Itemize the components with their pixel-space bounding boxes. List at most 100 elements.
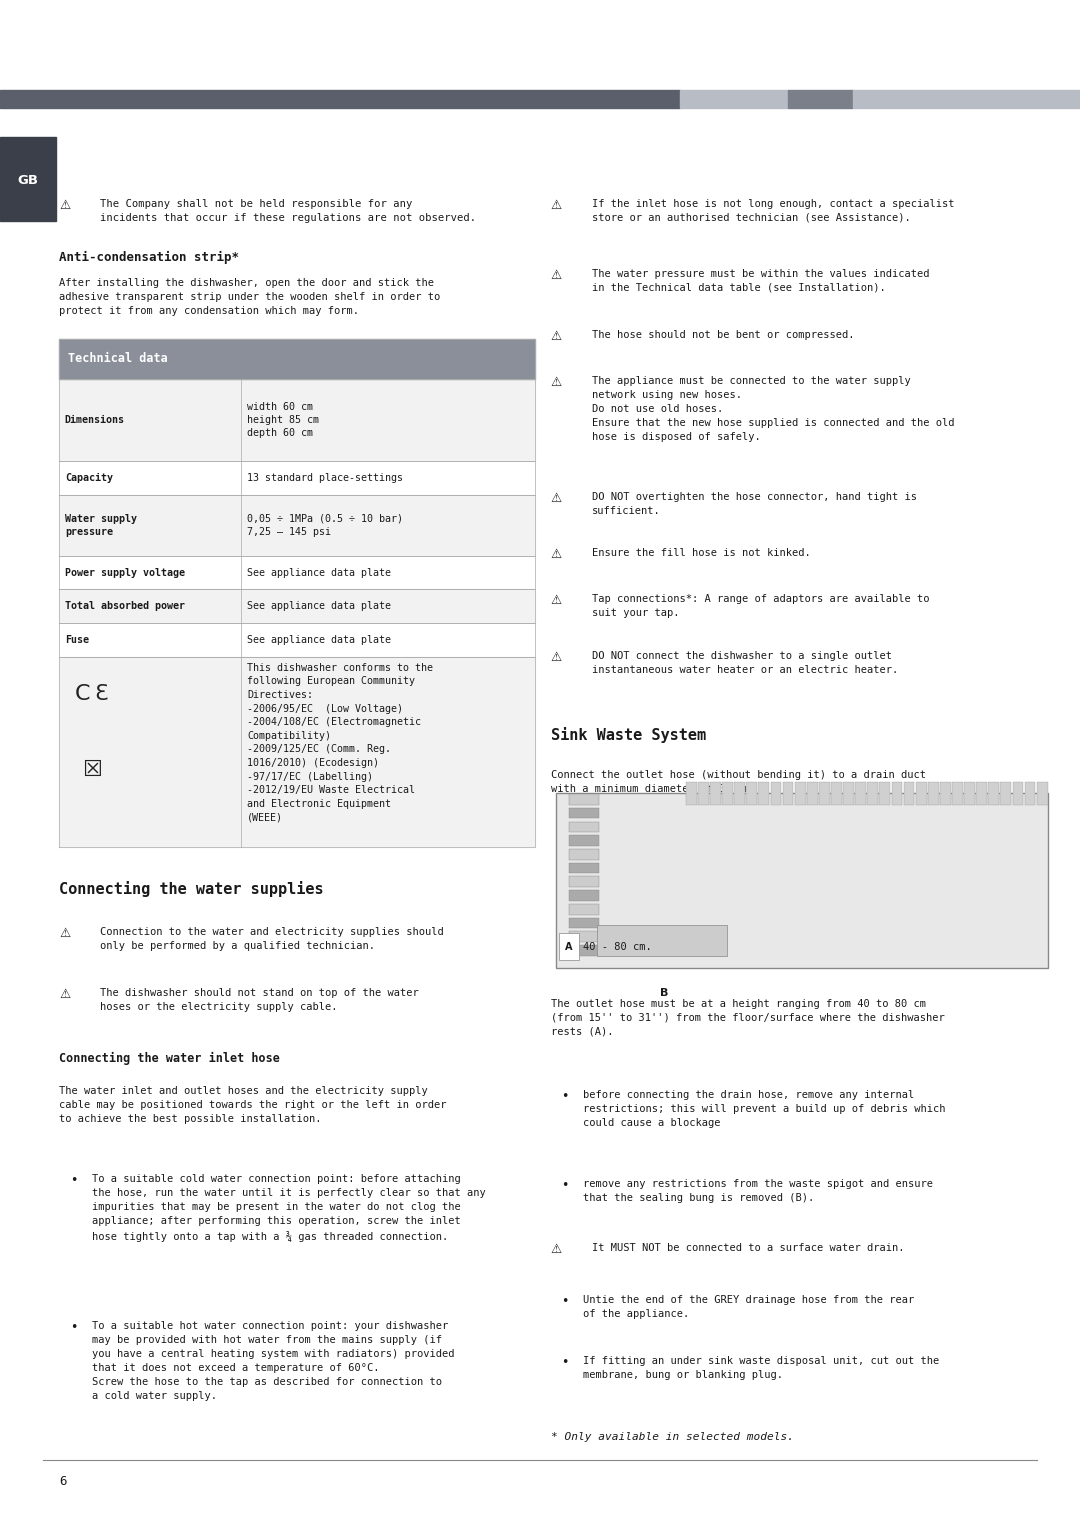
Bar xyxy=(569,849,599,860)
Text: ⚠: ⚠ xyxy=(551,199,562,212)
Text: Tap connections*: A range of adaptors are available to
suit your tap.: Tap connections*: A range of adaptors ar… xyxy=(592,594,929,618)
Text: •: • xyxy=(562,1179,569,1193)
Text: Connection to the water and electricity supplies should
only be performed by a q: Connection to the water and electricity … xyxy=(100,927,444,951)
Text: The dishwasher should not stand on top of the water
hoses or the electricity sup: The dishwasher should not stand on top o… xyxy=(100,988,419,1012)
Bar xyxy=(746,782,757,805)
Bar xyxy=(892,782,903,805)
Text: Power supply voltage: Power supply voltage xyxy=(65,568,185,577)
Text: 0,05 ÷ 1MPa (0.5 ÷ 10 bar)
7,25 – 145 psi: 0,05 ÷ 1MPa (0.5 ÷ 10 bar) 7,25 – 145 ps… xyxy=(247,513,403,538)
Bar xyxy=(1037,782,1048,805)
Text: Untie the end of the GREY drainage hose from the rear
of the appliance.: Untie the end of the GREY drainage hose … xyxy=(583,1295,915,1319)
Text: DO NOT overtighten the hose connector, hand tight is
sufficient.: DO NOT overtighten the hose connector, h… xyxy=(592,492,917,516)
Text: 6: 6 xyxy=(59,1475,67,1489)
Bar xyxy=(569,918,599,928)
Bar xyxy=(686,782,697,805)
Text: GB: GB xyxy=(17,174,39,186)
Bar xyxy=(569,863,599,873)
Bar xyxy=(597,925,727,956)
Bar xyxy=(723,782,733,805)
Bar xyxy=(710,782,720,805)
Bar xyxy=(819,782,829,805)
Text: The water inlet and outlet hoses and the electricity supply
cable may be positio: The water inlet and outlet hoses and the… xyxy=(59,1086,447,1124)
Text: width 60 cm
height 85 cm
depth 60 cm: width 60 cm height 85 cm depth 60 cm xyxy=(247,402,320,438)
Text: •: • xyxy=(70,1174,78,1188)
Text: Fuse: Fuse xyxy=(65,635,89,644)
Bar xyxy=(59,623,535,657)
Text: remove any restrictions from the waste spigot and ensure
that the sealing bung i: remove any restrictions from the waste s… xyxy=(583,1179,933,1203)
Bar xyxy=(843,782,854,805)
Text: •: • xyxy=(562,1090,569,1104)
Bar xyxy=(1025,782,1036,805)
Bar xyxy=(59,589,535,623)
Bar xyxy=(916,782,927,805)
Text: If fitting an under sink waste disposal unit, cut out the
membrane, bung or blan: If fitting an under sink waste disposal … xyxy=(583,1356,940,1380)
Bar xyxy=(59,461,535,495)
Text: See appliance data plate: See appliance data plate xyxy=(247,602,391,611)
Text: •: • xyxy=(562,1356,569,1370)
Text: Connecting the water supplies: Connecting the water supplies xyxy=(59,881,324,896)
Bar xyxy=(904,782,915,805)
Text: ⚠: ⚠ xyxy=(59,199,70,212)
Text: Total absorbed power: Total absorbed power xyxy=(65,602,185,611)
Bar xyxy=(807,782,818,805)
Text: The hose should not be bent or compressed.: The hose should not be bent or compresse… xyxy=(592,330,854,341)
Bar xyxy=(940,782,950,805)
Bar xyxy=(569,835,599,846)
Text: ⚠: ⚠ xyxy=(551,548,562,562)
Bar xyxy=(976,782,987,805)
Text: ⚠: ⚠ xyxy=(551,330,562,344)
Text: Ensure the fill hose is not kinked.: Ensure the fill hose is not kinked. xyxy=(592,548,811,559)
Text: It MUST NOT be connected to a surface water drain.: It MUST NOT be connected to a surface wa… xyxy=(592,1243,904,1254)
Bar xyxy=(855,782,866,805)
Bar xyxy=(59,379,535,461)
Text: The appliance must be connected to the water supply
network using new hoses.
Do : The appliance must be connected to the w… xyxy=(592,376,955,441)
Text: B: B xyxy=(660,988,669,999)
Text: Technical data: Technical data xyxy=(68,353,167,365)
Bar xyxy=(569,931,599,942)
Bar xyxy=(879,782,890,805)
Text: Capacity: Capacity xyxy=(65,473,112,483)
Bar xyxy=(698,782,708,805)
Text: DO NOT connect the dishwasher to a single outlet
instantaneous water heater or a: DO NOT connect the dishwasher to a singl… xyxy=(592,651,899,675)
Text: To a suitable hot water connection point: your dishwasher
may be provided with h: To a suitable hot water connection point… xyxy=(92,1321,455,1400)
Bar xyxy=(831,782,841,805)
Bar xyxy=(680,90,788,108)
Text: ⚠: ⚠ xyxy=(551,594,562,608)
Text: •: • xyxy=(562,1295,569,1309)
Bar xyxy=(0,90,680,108)
Text: * Only available in selected models.: * Only available in selected models. xyxy=(551,1432,794,1443)
Bar xyxy=(569,945,599,956)
Bar xyxy=(758,782,769,805)
Bar xyxy=(788,90,853,108)
Bar xyxy=(853,90,1080,108)
Text: To a suitable cold water connection point: before attaching
the hose, run the wa: To a suitable cold water connection poin… xyxy=(92,1174,486,1241)
Bar xyxy=(569,794,599,805)
Bar xyxy=(59,339,535,379)
Bar xyxy=(795,782,806,805)
Bar xyxy=(59,495,535,556)
Text: After installing the dishwasher, open the door and stick the
adhesive transparen: After installing the dishwasher, open th… xyxy=(59,278,441,316)
Text: ⚠: ⚠ xyxy=(551,651,562,664)
Bar xyxy=(569,822,599,832)
Bar xyxy=(0,137,56,221)
Text: 13 standard place-settings: 13 standard place-settings xyxy=(247,473,403,483)
Text: before connecting the drain hose, remove any internal
restrictions; this will pr: before connecting the drain hose, remove… xyxy=(583,1090,946,1128)
Bar xyxy=(1013,782,1024,805)
Text: Sink Waste System: Sink Waste System xyxy=(551,727,706,742)
Bar xyxy=(559,933,579,960)
Text: If the inlet hose is not long enough, contact a specialist
store or an authorise: If the inlet hose is not long enough, co… xyxy=(592,199,955,223)
Bar xyxy=(770,782,781,805)
Bar xyxy=(556,793,1048,968)
Text: A: A xyxy=(566,942,572,951)
Text: •: • xyxy=(70,1321,78,1335)
Bar xyxy=(59,657,535,847)
Text: The Company shall not be held responsible for any
incidents that occur if these : The Company shall not be held responsibl… xyxy=(100,199,476,223)
Bar xyxy=(783,782,794,805)
Text: C Ɛ: C Ɛ xyxy=(75,684,109,704)
Text: Connecting the water inlet hose: Connecting the water inlet hose xyxy=(59,1052,281,1066)
Text: ⚠: ⚠ xyxy=(551,376,562,389)
Text: ⚠: ⚠ xyxy=(551,1243,562,1257)
Text: Water supply
pressure: Water supply pressure xyxy=(65,513,137,538)
Bar xyxy=(1000,782,1011,805)
Bar xyxy=(867,782,878,805)
